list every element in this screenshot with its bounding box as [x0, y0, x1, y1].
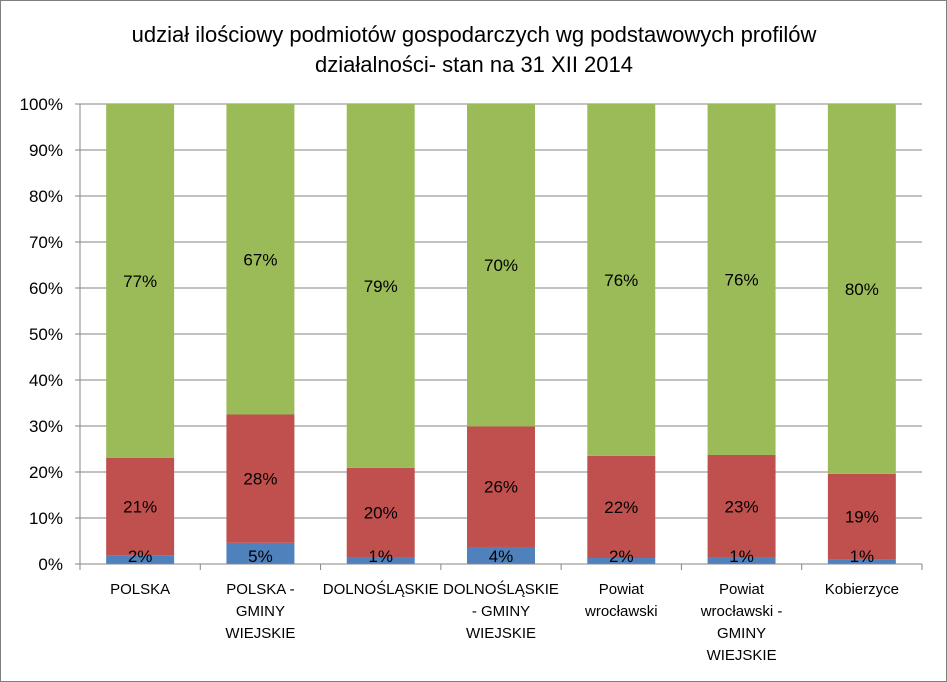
data-label: 77% [123, 272, 157, 291]
data-label: 4% [489, 547, 514, 566]
data-label: 2% [128, 547, 153, 566]
x-category-label: Powiat [599, 581, 645, 598]
x-category-label: wrocławski [584, 603, 658, 620]
x-category-label: DOLNOŚLĄSKIE [443, 580, 559, 598]
bar-segment-series-3 [587, 104, 656, 456]
y-tick-label: 100% [20, 95, 63, 114]
y-tick-label: 10% [29, 509, 63, 528]
data-label: 2% [609, 547, 634, 566]
y-tick-label: 50% [29, 325, 63, 344]
data-label: 26% [484, 478, 518, 497]
data-label: 1% [850, 547, 875, 566]
bar-segment-series-2 [827, 473, 896, 560]
bar-segment-series-3 [467, 104, 535, 427]
x-category-label: - GMINY [472, 603, 530, 620]
x-category-label: WIEJSKIE [466, 625, 536, 642]
bar-segment-series-1 [587, 558, 656, 564]
bar-segment-series-3 [226, 104, 295, 415]
y-tick-label: 20% [29, 463, 63, 482]
bar-segment-series-1 [106, 555, 175, 564]
bar-segment-series-2 [346, 467, 415, 558]
bar-segment-series-3 [106, 104, 175, 458]
y-tick-label: 90% [29, 141, 63, 160]
y-tick-label: 30% [29, 417, 63, 436]
data-label: 67% [243, 250, 277, 269]
bar-segment-series-1 [226, 542, 295, 564]
bar-segment-series-2 [707, 454, 776, 558]
data-label: 70% [484, 256, 518, 275]
data-label: 79% [364, 277, 398, 296]
x-category-label: Powiat [719, 581, 765, 598]
data-label: 23% [725, 497, 759, 516]
x-category-label: DOLNOŚLĄSKIE [323, 580, 439, 598]
x-category-label: WIEJSKIE [225, 625, 295, 642]
x-category-label: GMINY [717, 625, 766, 642]
x-category-label: POLSKA - [226, 581, 294, 598]
y-tick-label: 80% [29, 187, 63, 206]
x-category-label: WIEJSKIE [707, 647, 777, 664]
y-tick-label: 40% [29, 371, 63, 390]
axes: 0% 10% 20% 30% 40% 50% 60% 70% 80% 90% 100% POLSKA P… [20, 95, 923, 664]
bar-segment-series-3 [707, 104, 776, 455]
bar-segment-series-1 [467, 546, 535, 564]
data-label: 21% [123, 498, 157, 517]
bar-segment-series-2 [226, 414, 295, 543]
data-labels: 2% 21% 77% 5% 28% 67% 1% 20% 79% 4% 26% 70% 2% 22% 76%… [123, 250, 879, 566]
x-category-label: GMINY [236, 603, 285, 620]
bar-segment-series-3 [827, 104, 896, 474]
bars [106, 104, 896, 564]
data-label: 5% [248, 547, 273, 566]
y-tick-label: 60% [29, 279, 63, 298]
bar-segment-series-3 [346, 104, 415, 468]
chart-title-line-2: działalności- stan na 31 XII 2014 [315, 52, 633, 77]
bar-segment-series-2 [587, 455, 656, 559]
x-category-label: POLSKA [110, 581, 170, 598]
data-label: 76% [604, 271, 638, 290]
data-label: 19% [845, 508, 879, 527]
bar-segment-series-2 [106, 457, 175, 556]
x-category-label: wrocławski - [700, 603, 783, 620]
data-label: 22% [604, 498, 638, 517]
x-category-label: Kobierzyce [825, 581, 899, 598]
chart-title-line-1: udział ilościowy podmiotów gospodarczych… [132, 22, 817, 47]
data-label: 80% [845, 280, 879, 299]
y-tick-label: 0% [38, 555, 63, 574]
bar-segment-series-2 [467, 426, 535, 547]
data-label: 76% [725, 270, 759, 289]
y-tick-label: 70% [29, 233, 63, 252]
bar-segment-series-1 [827, 559, 896, 564]
bar-segment-series-1 [707, 557, 776, 564]
data-label: 20% [364, 504, 398, 523]
data-label: 1% [368, 547, 393, 566]
data-label: 1% [729, 547, 754, 566]
bar-segment-series-1 [346, 557, 415, 564]
data-label: 28% [243, 470, 277, 489]
